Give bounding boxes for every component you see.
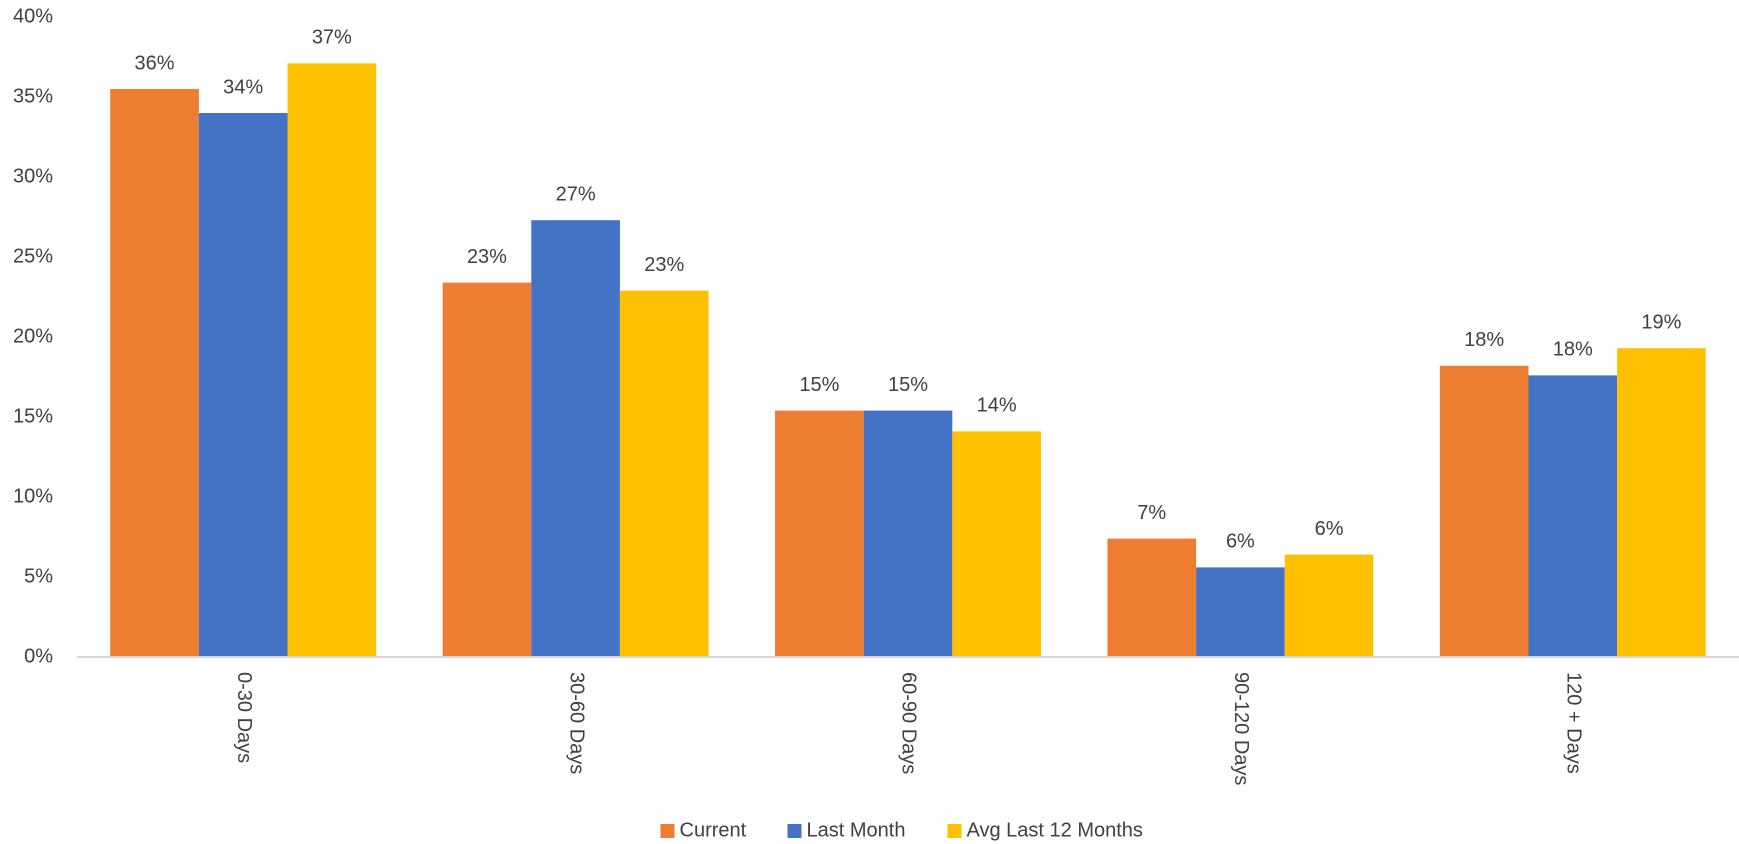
legend-label: Last Month [807,819,906,841]
bar [1196,567,1285,657]
data-label: 6% [1226,531,1255,553]
bar [619,290,709,657]
data-label: 18% [1553,339,1593,361]
data-label: 14% [977,395,1017,417]
x-tick-label: 0-30 Days [233,672,255,763]
bar [442,282,532,657]
bar [110,89,199,657]
legend-label: Current [680,819,747,841]
data-label: 7% [1137,502,1166,524]
x-tick-label: 120 + Days [1563,672,1585,774]
x-tick-label: 30-60 Days [565,672,587,774]
data-label: 23% [644,254,684,276]
data-label: 19% [1641,311,1681,333]
y-tick-label: 25% [13,245,53,267]
data-label: 37% [312,27,352,49]
bar [1439,365,1529,657]
x-tick-label: 60-90 Days [898,672,920,774]
bar [287,63,377,657]
data-label: 23% [467,246,507,268]
x-tick-label: 90-120 Days [1230,672,1252,785]
bar [952,431,1041,657]
data-label: 6% [1315,518,1344,540]
y-tick-label: 15% [13,405,53,427]
bar [863,410,953,657]
y-tick-label: 30% [13,165,53,187]
y-tick-label: 20% [13,325,53,347]
bar [1617,348,1706,657]
y-tick-label: 0% [24,645,53,667]
data-label: 15% [888,374,928,396]
y-tick-label: 40% [13,5,53,27]
legend-swatch [787,824,802,838]
data-label: 27% [556,183,596,205]
bar [1528,375,1618,657]
bar [198,113,288,657]
data-label: 15% [799,374,839,396]
bar [1107,538,1197,657]
y-tick-label: 35% [13,85,53,107]
legend-swatch [660,824,675,838]
bar [775,410,864,657]
data-label: 36% [135,52,175,74]
y-tick-label: 5% [24,565,53,587]
data-label: 18% [1464,329,1504,351]
bar [531,220,620,657]
y-tick-label: 10% [13,485,53,507]
legend-label: Avg Last 12 Months [967,819,1143,841]
data-label: 34% [223,76,263,98]
bar [1284,554,1374,657]
legend-swatch [947,824,962,838]
